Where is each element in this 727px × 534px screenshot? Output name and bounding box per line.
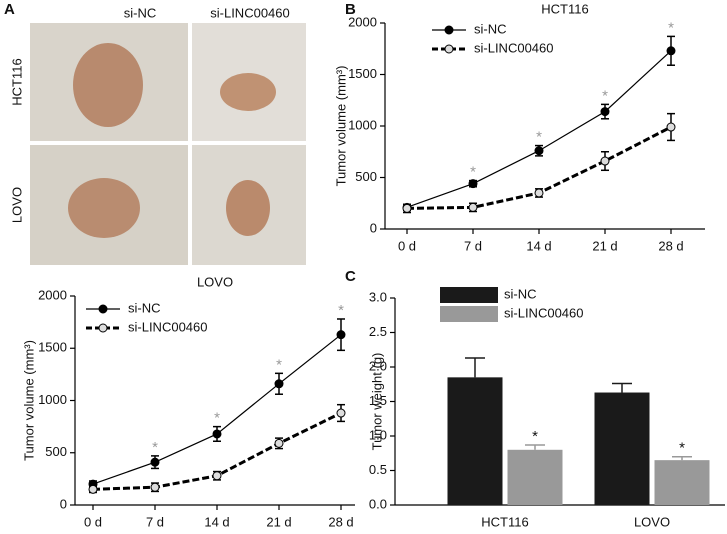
chart-title: HCT116 — [541, 1, 588, 16]
legend-label: si-NC — [504, 286, 537, 301]
legend-marker — [98, 323, 108, 333]
x-tick-label: 21 d — [266, 514, 291, 529]
point — [402, 203, 412, 213]
y-tick-label: 0.5 — [369, 462, 387, 477]
point — [534, 188, 544, 198]
y-tick-label: 0.0 — [369, 496, 387, 511]
legend-label: si-LINC00460 — [128, 319, 208, 334]
x-tick-label: 7 d — [464, 238, 482, 253]
point — [468, 202, 478, 212]
y-tick-label: 2000 — [348, 14, 377, 29]
y-tick-label: 2.5 — [369, 324, 387, 339]
y-tick-label: 1500 — [38, 340, 67, 355]
x-tick-label: 0 d — [398, 238, 416, 253]
tumor — [226, 180, 270, 236]
y-axis-label: Tumor volume (mm³) — [333, 66, 348, 187]
photo-grid: si-NC si-LINC00460 HCT116 LOVO — [9, 5, 306, 265]
y-tick-label: 1000 — [38, 392, 67, 407]
x-tick-label: 7 d — [146, 514, 164, 529]
point — [534, 146, 544, 156]
x-tick-label: 14 d — [526, 238, 551, 253]
legend-swatch — [440, 306, 498, 322]
y-tick-label: 1.5 — [369, 393, 387, 408]
significance: * — [152, 439, 158, 456]
point — [600, 156, 610, 166]
y-tick-label: 0 — [370, 220, 377, 235]
tumor — [68, 178, 140, 238]
column-label: si-LINC00460 — [210, 5, 290, 20]
bar — [507, 449, 563, 505]
panel-label: C — [345, 268, 356, 285]
y-tick-label: 3.0 — [369, 289, 387, 304]
tumor — [73, 43, 143, 127]
x-tick-label: 14 d — [204, 514, 229, 529]
point — [336, 330, 346, 340]
row-label: LOVO — [9, 187, 24, 223]
legend-swatch — [440, 287, 498, 303]
legend-label: si-LINC00460 — [474, 40, 554, 55]
legend-marker — [444, 25, 454, 35]
row-label: HCT116 — [9, 58, 24, 105]
point — [666, 122, 676, 132]
bar — [447, 377, 503, 505]
significance: * — [214, 410, 220, 427]
x-tick-label: 28 d — [658, 238, 683, 253]
significance: * — [338, 302, 344, 319]
y-tick-label: 500 — [45, 444, 67, 459]
x-tick-label: LOVO — [634, 514, 670, 529]
point — [666, 46, 676, 56]
bar — [594, 392, 650, 505]
y-axis-label: Tumor weight (g) — [369, 353, 384, 451]
point — [468, 179, 478, 189]
x-tick-label: 0 d — [84, 514, 102, 529]
panel-label: A — [4, 1, 15, 18]
legend-marker — [98, 304, 108, 314]
x-tick-label: HCT116 — [481, 514, 528, 529]
point — [274, 438, 284, 448]
legend-marker — [444, 44, 454, 54]
point — [274, 379, 284, 389]
point — [212, 471, 222, 481]
x-tick-label: 21 d — [592, 238, 617, 253]
point — [88, 484, 98, 494]
point — [150, 482, 160, 492]
bar — [654, 460, 710, 505]
y-tick-label: 1.0 — [369, 427, 387, 442]
significance: * — [668, 19, 674, 36]
significance: * — [532, 428, 538, 445]
significance: * — [536, 129, 542, 146]
point — [212, 429, 222, 439]
significance: * — [602, 87, 608, 104]
y-tick-label: 0 — [60, 496, 67, 511]
y-tick-label: 1000 — [348, 117, 377, 132]
panel-label: B — [345, 1, 356, 18]
legend-label: si-NC — [128, 300, 161, 315]
legend-label: si-LINC00460 — [504, 305, 584, 320]
y-axis-label: Tumor volume (mm³) — [21, 340, 36, 461]
column-label: si-NC — [124, 5, 157, 20]
point — [600, 107, 610, 117]
tumor — [220, 73, 276, 111]
legend-label: si-NC — [474, 21, 507, 36]
y-tick-label: 500 — [355, 169, 377, 184]
point — [150, 457, 160, 467]
chart-title: LOVO — [197, 274, 233, 289]
x-tick-label: 28 d — [328, 514, 353, 529]
y-tick-label: 1500 — [348, 66, 377, 81]
y-tick-label: 2.0 — [369, 358, 387, 373]
significance: * — [276, 356, 282, 373]
significance: * — [679, 440, 685, 457]
point — [336, 408, 346, 418]
significance: * — [470, 164, 476, 181]
y-tick-label: 2000 — [38, 287, 67, 302]
